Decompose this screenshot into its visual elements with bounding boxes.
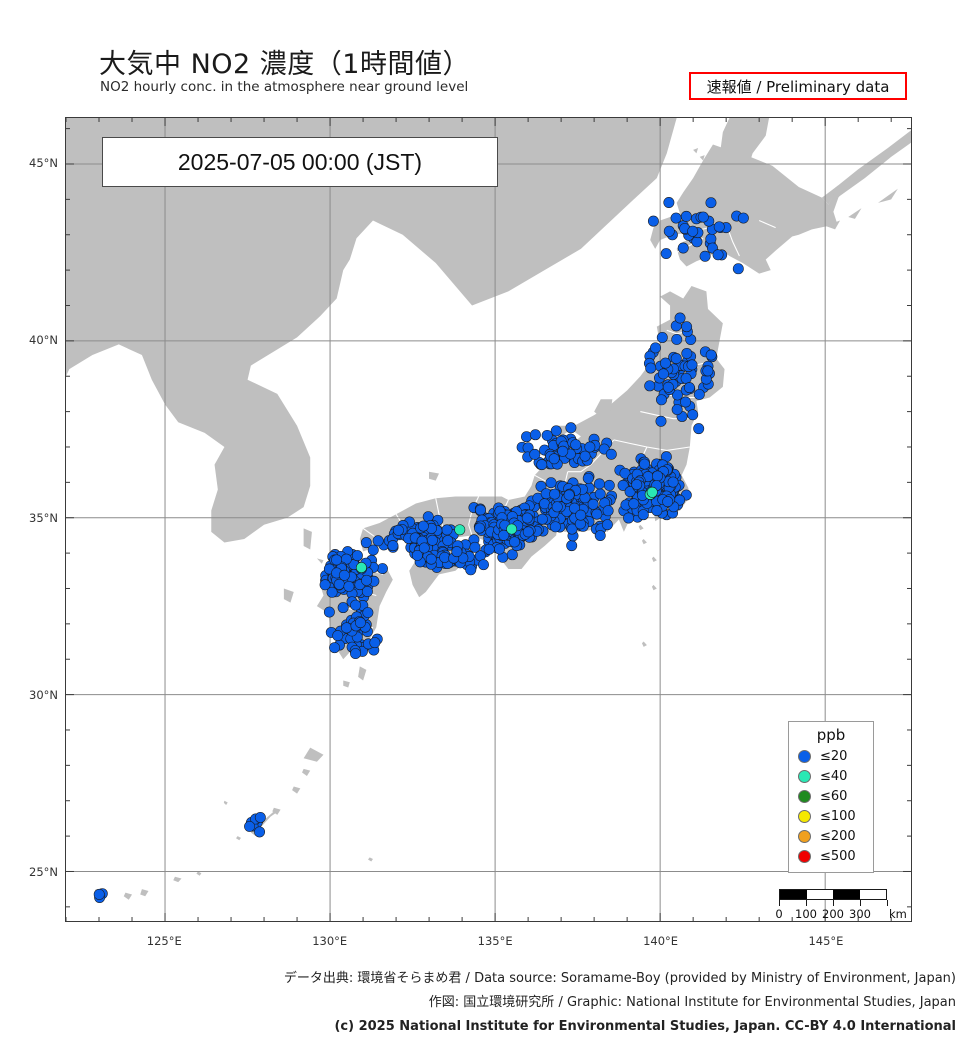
- x-axis-tick-label: 145°E: [808, 934, 844, 948]
- x-axis-tick-label: 130°E: [312, 934, 348, 948]
- legend-row: ≤100: [789, 806, 873, 826]
- legend-unit-header: ppb: [816, 726, 846, 744]
- legend-panel: ppb ≤20 ≤40 ≤60 ≤100 ≤200 ≤500: [788, 721, 874, 873]
- scale-bar: 0 100 200 300 km: [775, 889, 907, 921]
- legend-row: ≤20: [789, 746, 873, 766]
- scale-bar-tick: [887, 900, 888, 906]
- y-axis-tick-label: 35°N: [29, 510, 58, 525]
- legend-swatch-icon: [798, 829, 811, 843]
- legend-row: ≤60: [789, 786, 873, 806]
- x-axis-tick-label: 140°E: [643, 934, 679, 948]
- y-axis-tick-label: 30°N: [29, 688, 58, 703]
- scale-bar-labels: 0 100 200 300 km: [775, 907, 907, 921]
- station-dots-layer: [93, 197, 749, 904]
- axis-ticks-layer: [66, 118, 911, 921]
- scale-bar-tick: [806, 900, 807, 906]
- scale-bar-tick: [833, 900, 834, 906]
- legend-row: ≤200: [789, 826, 873, 846]
- scale-bar-ticks: [779, 900, 888, 906]
- legend-label: ≤40: [820, 768, 848, 784]
- legend-swatch-icon: [798, 769, 811, 783]
- y-axis-tick-label: 40°N: [29, 333, 58, 348]
- scale-bar-segment: [859, 890, 886, 899]
- scale-bar-segments: [779, 889, 887, 900]
- scale-bar-segment: [780, 890, 807, 899]
- legend-swatch-icon: [798, 789, 811, 803]
- page-subtitle: NO2 hourly conc. in the atmosphere near …: [100, 79, 469, 95]
- footer-copyright: (c) 2025 National Institute for Environm…: [334, 1019, 956, 1034]
- x-axis-tick-label: 125°E: [146, 934, 182, 948]
- scale-bar-tick: [779, 900, 780, 906]
- legend-label: ≤20: [820, 748, 848, 764]
- landmass-layer: [66, 118, 911, 900]
- footer-graphic-credit: 作図: 国立環境研究所 / Graphic: National Institut…: [428, 995, 956, 1010]
- scale-bar-unit: km: [889, 907, 907, 921]
- y-axis-tick-label: 45°N: [29, 156, 58, 171]
- scale-bar-segment: [833, 890, 860, 899]
- legend-label: ≤500: [820, 848, 856, 864]
- scale-bar-tick: [860, 900, 861, 906]
- legend-label: ≤200: [820, 828, 856, 844]
- scale-bar-segment: [806, 890, 833, 899]
- legend-swatch-icon: [798, 849, 811, 863]
- legend-row: ≤500: [789, 846, 873, 866]
- scale-bar-tick-label: 200: [822, 907, 844, 921]
- legend-label: ≤100: [820, 808, 856, 824]
- map-plot-area[interactable]: 2025-07-05 00:00 (JST) ppb ≤20 ≤40 ≤60 ≤100…: [65, 117, 912, 922]
- preliminary-data-badge: 速報値 / Preliminary data: [689, 72, 907, 100]
- timestamp-box: 2025-07-05 00:00 (JST): [102, 137, 498, 187]
- legend-swatch-icon: [798, 809, 811, 823]
- legend-swatch-icon: [798, 749, 811, 763]
- page-title: 大気中 NO2 濃度（1時間値）: [99, 49, 470, 80]
- footer-data-source: データ出典: 環境省そらまめ君 / Data source: Soramame-…: [283, 971, 956, 986]
- legend-label: ≤60: [820, 788, 848, 804]
- scale-bar-tick-label: 100: [795, 907, 817, 921]
- japan-map-svg: [66, 118, 911, 921]
- scale-bar-tick-label: 300: [849, 907, 871, 921]
- x-axis-tick-label: 135°E: [477, 934, 513, 948]
- scale-bar-tick-label: 0: [775, 907, 783, 921]
- y-axis-tick-label: 25°N: [29, 865, 58, 880]
- legend-row: ≤40: [789, 766, 873, 786]
